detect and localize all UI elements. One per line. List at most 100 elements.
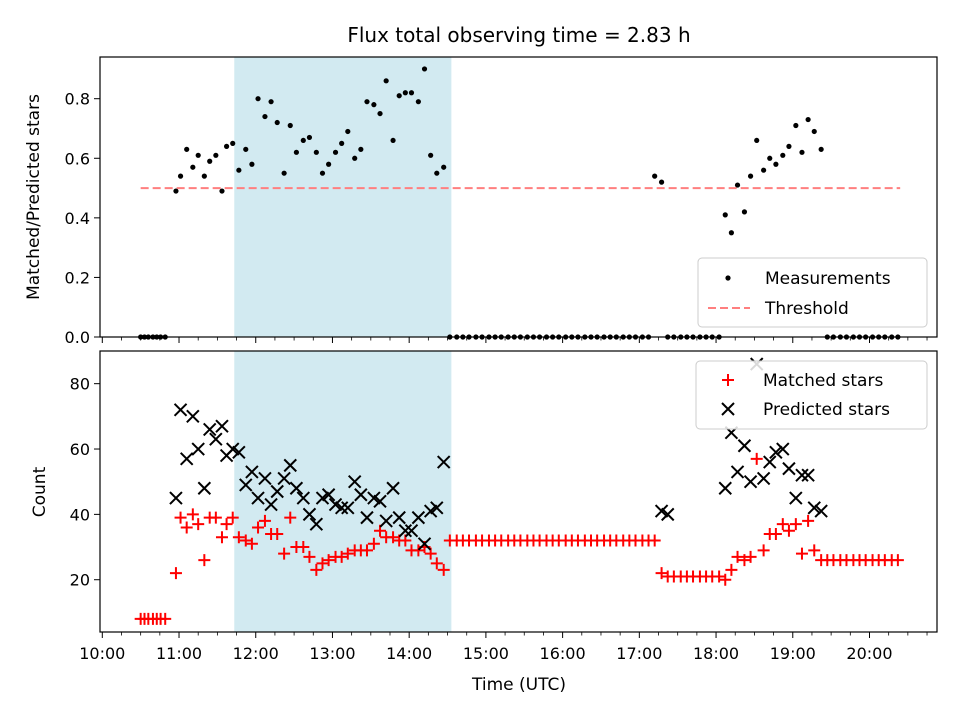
predicted-star-point <box>795 468 809 482</box>
matched-star-point <box>430 557 443 570</box>
measurement-point <box>268 99 274 105</box>
measurement-point <box>207 158 213 164</box>
measurement-point <box>805 116 811 123</box>
predicted-star-point <box>321 488 336 502</box>
bottom-y-tick-label: 60 <box>70 440 90 459</box>
measurement-point <box>339 140 345 146</box>
predicted-star-point <box>239 478 253 492</box>
measurement-point <box>780 152 786 158</box>
predicted-star-point <box>769 445 783 459</box>
measurement-point <box>319 170 326 176</box>
measurement-point <box>230 140 236 146</box>
matched-star-point <box>310 563 323 576</box>
measurement-point <box>415 99 421 105</box>
matched-star-point <box>159 612 172 625</box>
x-tick-label: 15:00 <box>463 644 509 663</box>
matched-star-point <box>808 544 821 557</box>
measurement-point <box>747 173 754 179</box>
matched-star-point <box>209 511 222 524</box>
measurement-point <box>249 161 255 167</box>
top-legend-box <box>697 257 928 328</box>
measurement-point <box>441 164 447 170</box>
matched-star-point <box>757 544 770 557</box>
measurement-point <box>728 230 734 236</box>
matched-star-point <box>738 554 751 567</box>
matched-star-point <box>215 531 228 544</box>
matched-star-point <box>232 531 245 544</box>
predicted-star-point <box>232 445 246 459</box>
predicted-star-point <box>789 491 803 505</box>
matched-star-point <box>744 550 757 563</box>
predicted-star-point <box>386 481 400 495</box>
measurement-point <box>741 209 748 215</box>
legend-measurements-marker <box>725 275 731 281</box>
top-y-tick-label: 0.2 <box>65 268 90 287</box>
x-tick-label: 14:00 <box>386 644 432 663</box>
predicted-star-point <box>411 510 426 525</box>
predicted-star-point <box>398 524 413 538</box>
top-legend: Measurements Threshold <box>697 257 928 328</box>
predicted-star-point <box>718 481 732 495</box>
bottom-shaded-span <box>234 351 452 632</box>
measurement-point <box>300 137 306 144</box>
matched-star-point <box>367 537 380 550</box>
matched-star-point <box>750 452 763 465</box>
measurement-point <box>434 170 440 176</box>
measurement-point <box>754 137 760 144</box>
matched-star-point <box>169 567 182 580</box>
x-tick-label: 18:00 <box>693 644 739 663</box>
measurement-point <box>184 146 190 152</box>
top-y-axis-label: Matched/Predicted stars <box>24 94 44 300</box>
measurement-point <box>352 155 358 161</box>
matched-star-point <box>341 547 354 560</box>
predicted-star-point <box>354 488 368 502</box>
measurement-point <box>306 134 313 141</box>
measurement-point <box>274 119 280 126</box>
predicted-star-point <box>173 403 188 417</box>
measurement-point <box>173 188 179 194</box>
measurement-point <box>658 179 665 185</box>
matched-star-point <box>245 537 258 550</box>
predicted-star-point <box>264 497 278 512</box>
predicted-star-point <box>756 471 771 486</box>
x-tick-label: 10:00 <box>79 644 125 663</box>
matched-star-point <box>782 524 795 537</box>
measurement-point <box>761 167 767 173</box>
matched-star-point <box>725 563 738 576</box>
matched-star-point <box>789 518 802 531</box>
predicted-star-point <box>191 442 205 456</box>
bottom-legend-box <box>695 360 928 430</box>
predicted-star-point <box>404 524 419 538</box>
bottom-y-axis-label: Count <box>30 466 50 517</box>
bottom-y-tick-label: 80 <box>70 375 90 394</box>
predicted-star-point <box>258 471 272 486</box>
predicted-star-point <box>309 517 324 531</box>
measurement-point <box>201 173 207 179</box>
predicted-star-point <box>776 442 790 456</box>
matched-star-point <box>731 550 744 563</box>
matched-star-point <box>278 547 291 560</box>
predicted-star-point <box>360 510 374 525</box>
predicted-star-point <box>730 465 745 479</box>
top-shaded-span <box>234 57 452 337</box>
matched-star-point <box>335 550 348 563</box>
predicted-star-point <box>347 474 362 489</box>
measurement-point <box>408 90 415 96</box>
bottom-y-axis: 20 40 60 80 <box>70 375 100 590</box>
matched-star-point <box>174 511 187 524</box>
predicted-star-point <box>186 409 200 424</box>
predicted-star-point <box>801 468 815 482</box>
predicted-star-point <box>814 504 828 518</box>
predicted-star-point <box>179 452 194 466</box>
measurement-point <box>767 155 773 161</box>
legend-threshold-label: Threshold <box>764 299 849 319</box>
top-y-tick-label: 0.4 <box>65 209 90 228</box>
measurement-point <box>773 161 779 167</box>
bottom-x-axis: 10:00 11:00 12:00 13:00 14:00 15:00 16:00 17:00… <box>79 632 928 663</box>
matched-star-point <box>180 521 193 534</box>
legend-matched-marker <box>722 374 734 386</box>
measurement-point <box>652 173 658 179</box>
